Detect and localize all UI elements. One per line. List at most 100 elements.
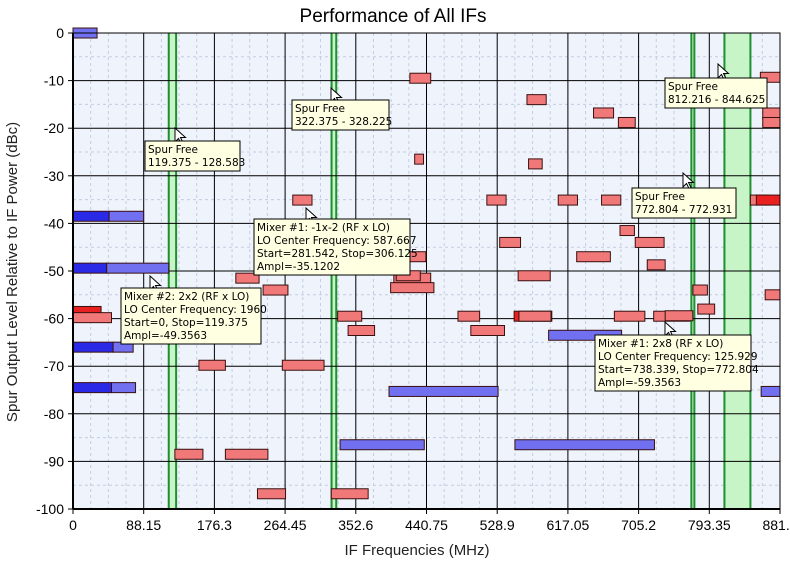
red-spur-bar-36	[634, 236, 665, 248]
x-tick-label: 0	[69, 517, 77, 533]
annotation-line: Mixer #2: 2x2 (RF x LO)	[124, 291, 249, 303]
y-tick-label: -40	[44, 215, 64, 231]
red-spur-bar-25	[518, 310, 552, 322]
x-tick-label: 264.45	[264, 517, 307, 533]
annotation-line: Spur Free	[635, 191, 685, 203]
annotation-box	[664, 77, 768, 109]
red-spur-bar-26	[517, 270, 551, 282]
plot-area: 0 88.15 176.3 264.45 352.6 440.75 528.9 617.05 7…	[36, 25, 790, 533]
red-spur-bar-10	[292, 194, 313, 206]
red-spur-bar-20	[457, 310, 481, 322]
red-spur-bar-41	[697, 303, 716, 315]
x-tick-label: 88.15	[126, 517, 161, 533]
annotation-line: Ampl=-49.3563	[124, 330, 207, 342]
annotation-line: Start=0, Stop=119.375	[124, 317, 248, 329]
red-spur-bar-32	[601, 194, 622, 206]
red-spur-bar-9	[281, 359, 325, 371]
red-spur-bar-23	[499, 236, 522, 248]
y-tick-label: -90	[44, 453, 64, 469]
x-tick-label: 528.9	[480, 517, 515, 533]
red-spur-bar-43	[755, 194, 781, 206]
annotation-box	[144, 140, 241, 172]
red-spur-bar-40	[692, 284, 708, 296]
annotation-line: LO Center Frequency: 125.929	[598, 351, 758, 363]
blue-spur-bar-3	[108, 210, 145, 222]
red-spur-bar-21	[470, 325, 505, 336]
annotation-line: 119.375 - 128.583	[148, 157, 245, 169]
blue-spur-bar-11	[339, 439, 425, 451]
annotation-line: 812.216 - 844.625	[668, 94, 765, 106]
annotation-line: 322.375 - 328.225	[295, 116, 392, 128]
red-spur-bar-47	[764, 289, 781, 301]
annotation-line: LO Center Frequency: 1960	[124, 304, 267, 316]
annotation-line: LO Center Frequency: 587.667	[257, 235, 417, 247]
blue-spur-bar-6	[72, 341, 114, 353]
annotation-box	[120, 287, 262, 345]
red-spur-bar-11	[330, 488, 369, 500]
red-spur-bar-29	[557, 194, 578, 206]
red-spur-bar-5	[224, 448, 269, 460]
red-spur-bar-6	[235, 272, 260, 284]
annotation-line: Start=281.542, Stop=306.125	[257, 248, 418, 260]
annotation-line: Mixer #1: 2x8 (RF x LO)	[598, 338, 723, 350]
red-spur-bar-22	[486, 194, 507, 206]
red-spur-bar-3	[174, 448, 204, 460]
red-spur-bar-37	[646, 259, 666, 271]
y-tick-label: -100	[36, 501, 64, 517]
blue-spur-bar-5	[106, 262, 170, 274]
annotation-box	[253, 218, 411, 276]
x-tick-label: 440.75	[405, 517, 448, 533]
red-spur-bar-15	[414, 153, 424, 165]
y-axis-title: Spur Output Level Relative to IF Power (…	[4, 122, 21, 422]
red-spur-bar-8	[262, 284, 289, 296]
blue-spur-bar-2	[72, 210, 110, 222]
red-spur-bar-35	[619, 225, 635, 237]
x-tick-label: 793.35	[688, 517, 731, 533]
blue-spur-bar-10	[388, 385, 499, 397]
annotation-mixer-2: Mixer #2: 2x2 (RF x LO)LO Center Frequen…	[120, 274, 267, 345]
chart-title: Performance of All IFs	[300, 6, 487, 27]
red-spur-bar-45	[762, 107, 781, 119]
annotation-box	[594, 334, 752, 392]
annotation-box	[631, 187, 737, 219]
red-spur-bar-30	[576, 251, 611, 263]
y-tick-label: 0	[56, 25, 64, 41]
red-spur-bar-28	[528, 158, 543, 170]
red-spur-bar-4	[198, 359, 226, 371]
annotation-line: Spur Free	[668, 81, 718, 93]
red-spur-bar-27	[526, 94, 547, 106]
x-tick-label: 176.3	[197, 517, 232, 533]
annotation-line: Spur Free	[295, 103, 345, 115]
annotation-line: Ampl=-59.3563	[598, 377, 681, 389]
red-spur-bar-2	[72, 312, 112, 324]
red-spur-bar-31	[593, 107, 615, 119]
y-tick-label: -50	[44, 263, 64, 279]
x-tick-label: 705.2	[621, 517, 656, 533]
blue-spur-bar-4	[72, 262, 108, 274]
red-spur-bar-13	[347, 325, 376, 336]
y-tick-label: -20	[44, 120, 64, 136]
y-tick-label: -10	[44, 73, 64, 89]
red-spur-bar-33	[613, 310, 646, 322]
annotation-mixer-1-center: Mixer #1: -1x-2 (RF x LO)LO Center Frequ…	[253, 206, 418, 276]
x-tick-label: 881.5	[762, 517, 790, 533]
x-tick-label: 617.05	[546, 517, 589, 533]
annotation-line: Spur Free	[148, 144, 198, 156]
annotation-mixer-1-right: Mixer #1: 2x8 (RF x LO)LO Center Frequen…	[594, 320, 759, 392]
y-tick-label: -70	[44, 358, 64, 374]
annotation-line: Ampl=-35.1202	[257, 261, 340, 273]
annotation-line: 772.804 - 772.931	[635, 204, 732, 216]
x-axis-title: IF Frequencies (MHz)	[344, 542, 489, 559]
red-spur-bar-39	[664, 310, 694, 322]
blue-spur-bar-12	[514, 439, 655, 451]
red-spur-bar-34	[617, 116, 636, 128]
blue-spur-bar-9	[110, 382, 137, 394]
annotation-line: Start=738.339, Stop=772.804	[598, 364, 759, 376]
red-spur-bar-14	[409, 72, 432, 84]
y-tick-label: -60	[44, 311, 64, 327]
